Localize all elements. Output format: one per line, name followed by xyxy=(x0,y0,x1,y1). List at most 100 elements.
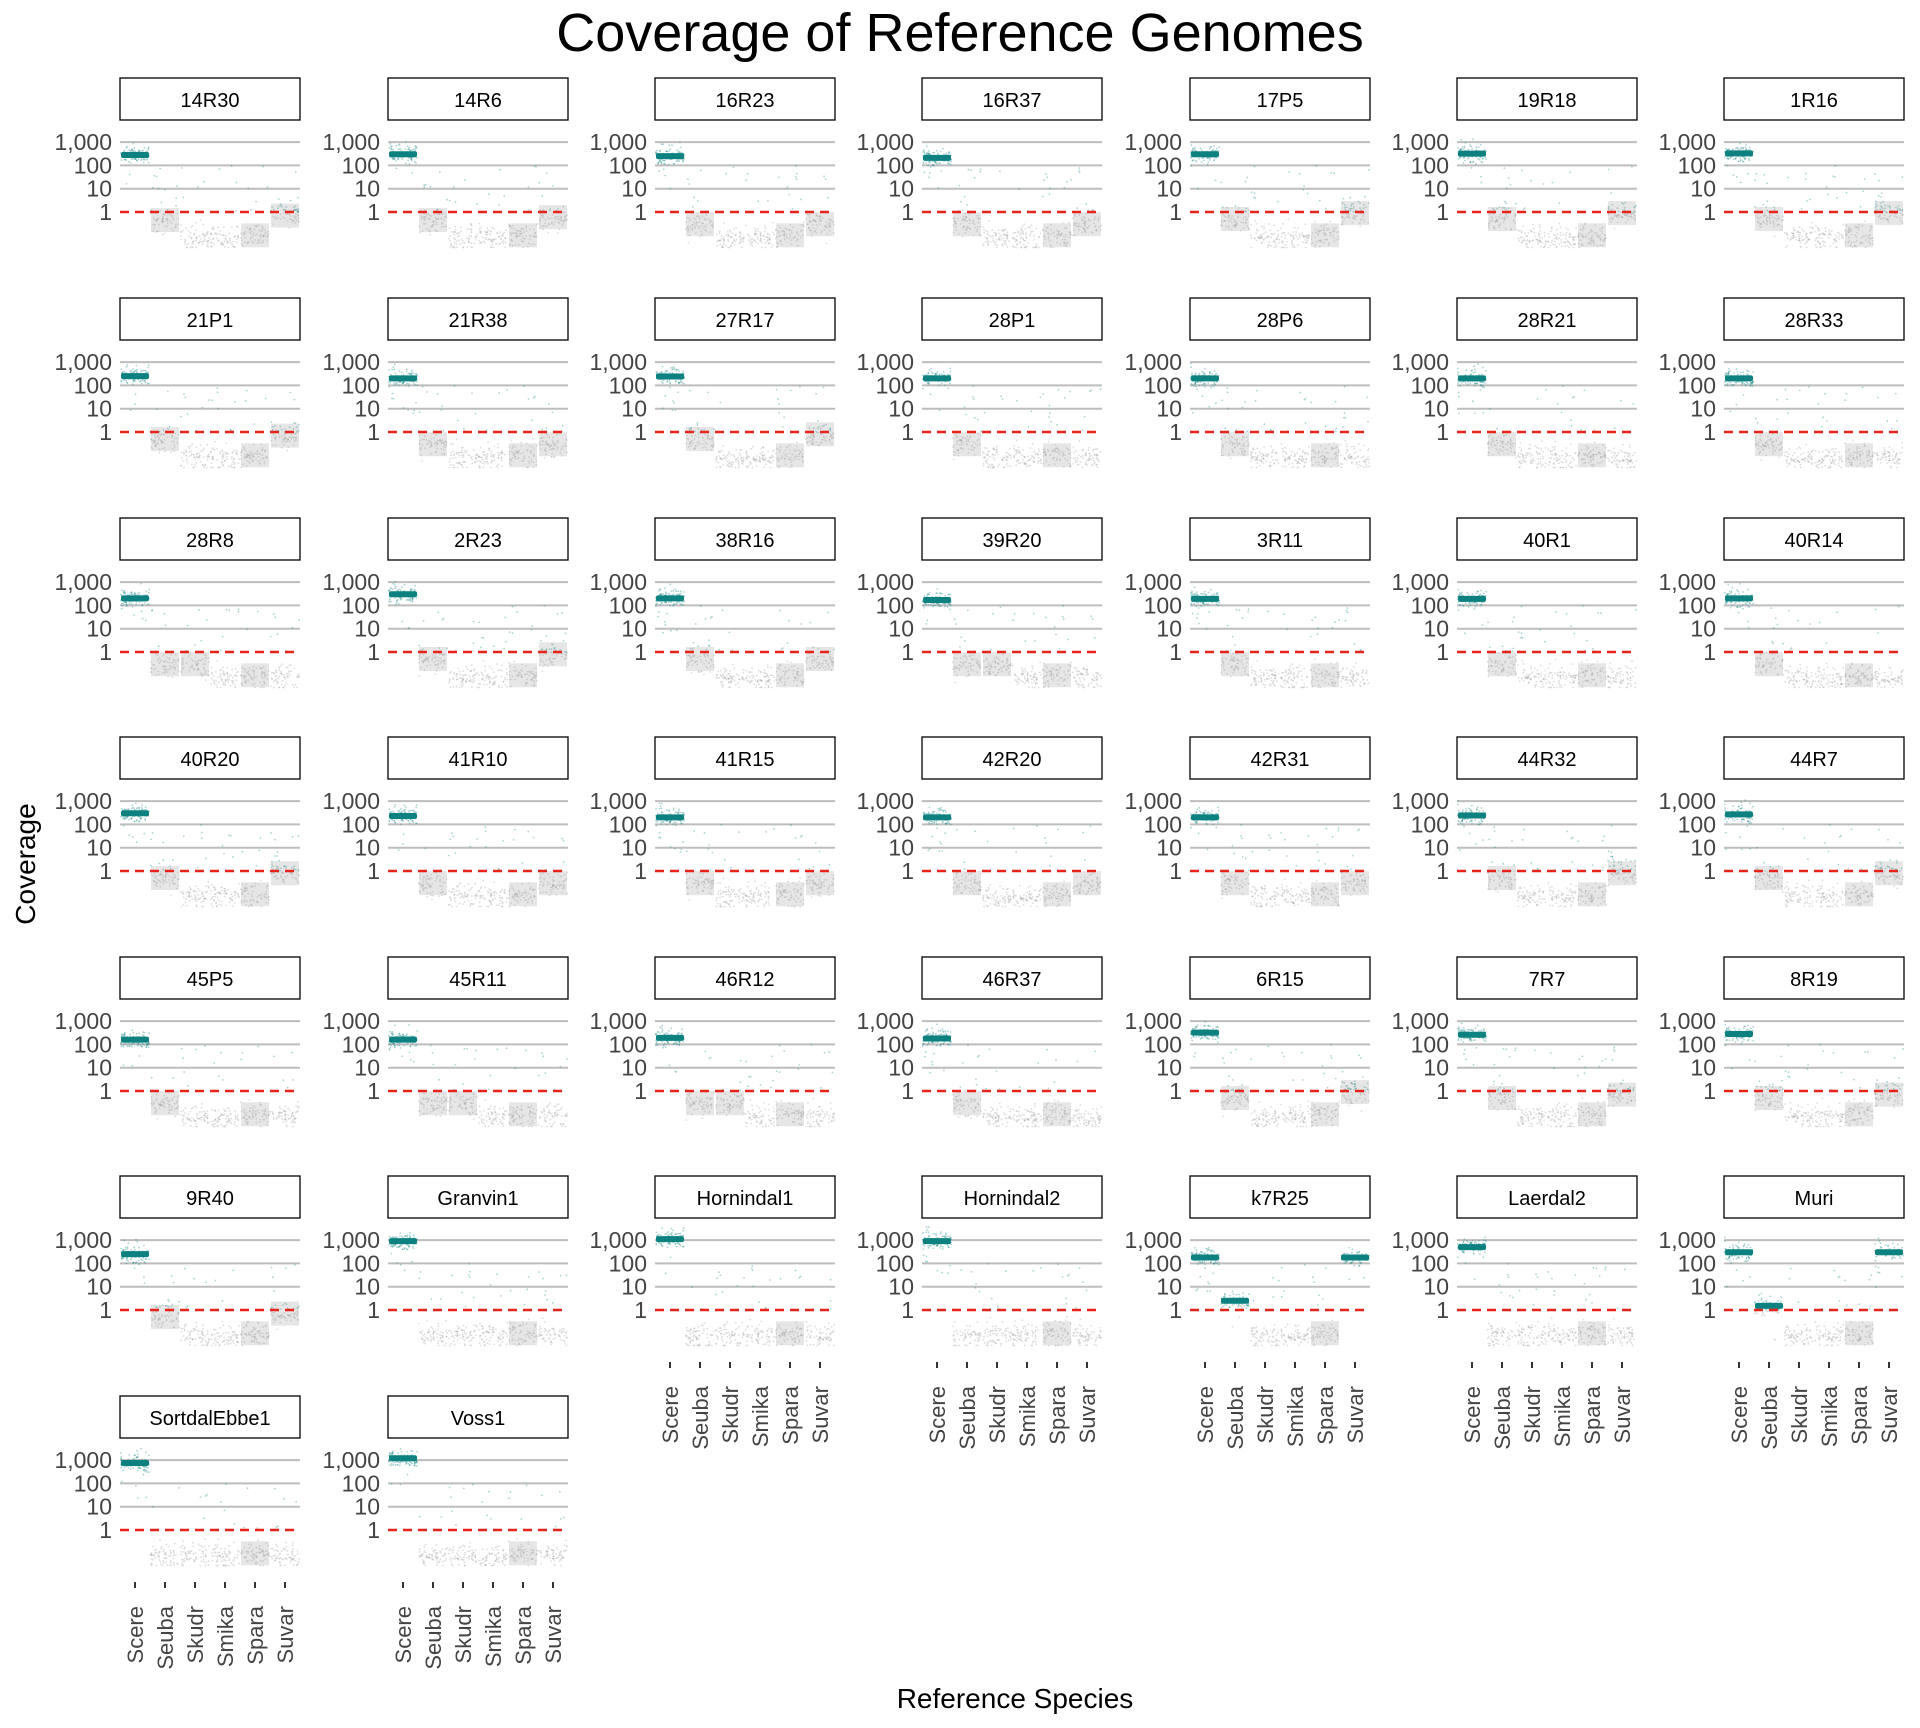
data-point xyxy=(1020,227,1023,230)
data-point xyxy=(741,460,743,463)
data-point xyxy=(462,461,464,463)
data-point xyxy=(730,463,733,466)
data-point xyxy=(732,166,735,169)
data-point xyxy=(237,234,239,237)
data-point xyxy=(1559,231,1562,234)
data-point xyxy=(471,462,474,465)
data-point xyxy=(988,234,990,237)
data-point xyxy=(1554,234,1557,237)
data-point xyxy=(759,237,762,240)
data-point xyxy=(203,236,206,239)
data-point xyxy=(1250,236,1253,239)
data-point xyxy=(459,226,462,229)
data-point xyxy=(405,141,407,144)
data-point xyxy=(453,231,456,233)
data-point xyxy=(501,234,504,237)
data-point xyxy=(221,450,224,453)
data-point xyxy=(161,221,164,224)
data-point xyxy=(1530,179,1532,182)
data-point xyxy=(666,370,669,373)
data-point xyxy=(1818,236,1820,239)
data-point xyxy=(1526,243,1529,246)
data-point xyxy=(414,383,416,386)
data-point xyxy=(1025,236,1028,239)
data-point xyxy=(728,465,731,468)
data-point xyxy=(180,231,183,234)
data-point xyxy=(661,365,664,368)
data-point xyxy=(204,235,207,237)
data-point xyxy=(1565,237,1567,240)
data-point xyxy=(751,445,754,448)
data-point xyxy=(493,445,496,448)
data-point xyxy=(1524,232,1526,235)
data-point xyxy=(475,458,478,460)
data-point xyxy=(1547,232,1550,235)
low-coverage-band xyxy=(953,212,981,237)
y-tick-label: 100 xyxy=(1411,152,1449,178)
data-point xyxy=(193,232,195,235)
data-point xyxy=(1035,227,1037,230)
data-point xyxy=(1277,236,1279,238)
data-point xyxy=(1318,199,1321,202)
data-point xyxy=(673,365,675,368)
data-point xyxy=(1558,243,1561,245)
data-point xyxy=(155,218,157,221)
data-point xyxy=(266,186,269,188)
data-point xyxy=(1559,226,1562,229)
low-coverage-band xyxy=(1043,223,1071,248)
data-point xyxy=(777,398,779,401)
y-tick-label: 100 xyxy=(609,372,647,398)
data-point xyxy=(922,162,925,165)
data-point xyxy=(1841,234,1844,237)
data-point xyxy=(217,240,220,242)
data-point xyxy=(503,195,506,197)
data-point xyxy=(1032,230,1034,233)
data-point xyxy=(163,189,166,191)
data-point xyxy=(1299,233,1301,235)
data-point xyxy=(466,228,469,231)
data-point xyxy=(662,168,665,171)
y-tick-label: 1,000 xyxy=(322,129,380,155)
data-point xyxy=(1004,241,1007,244)
data-point xyxy=(198,456,201,459)
data-point xyxy=(994,241,997,244)
data-point xyxy=(147,382,150,385)
data-point xyxy=(735,460,737,463)
data-point xyxy=(216,237,218,240)
data-point xyxy=(943,153,945,155)
data-point xyxy=(1739,157,1742,159)
data-point xyxy=(1832,175,1834,178)
data-point xyxy=(225,239,227,242)
data-point xyxy=(185,454,187,457)
data-point xyxy=(961,209,964,212)
data-point xyxy=(415,372,417,375)
data-point xyxy=(134,158,136,161)
data-point xyxy=(125,183,128,185)
data-point xyxy=(504,453,506,456)
data-point xyxy=(214,231,217,234)
data-point xyxy=(493,227,495,230)
low-coverage-band xyxy=(776,443,804,468)
data-point xyxy=(134,393,137,396)
low-coverage-band xyxy=(1488,207,1516,232)
facet-strip-label: 16R37 xyxy=(983,90,1042,112)
data-point xyxy=(789,389,792,392)
data-point xyxy=(1475,146,1477,149)
data-point xyxy=(392,148,395,151)
data-point xyxy=(478,464,481,467)
data-point xyxy=(1267,244,1270,247)
data-point xyxy=(411,149,413,151)
data-point xyxy=(995,451,998,453)
data-point xyxy=(795,172,798,175)
data-point xyxy=(1291,243,1294,246)
y-tick-label: 1 xyxy=(634,199,647,225)
data-point xyxy=(1564,241,1566,244)
data-point xyxy=(757,230,760,233)
data-point xyxy=(1806,200,1808,202)
data-point xyxy=(195,462,198,464)
data-point xyxy=(1727,148,1730,151)
data-point xyxy=(1066,181,1068,183)
data-point xyxy=(739,235,741,238)
data-point xyxy=(930,367,933,370)
data-point xyxy=(438,171,441,174)
